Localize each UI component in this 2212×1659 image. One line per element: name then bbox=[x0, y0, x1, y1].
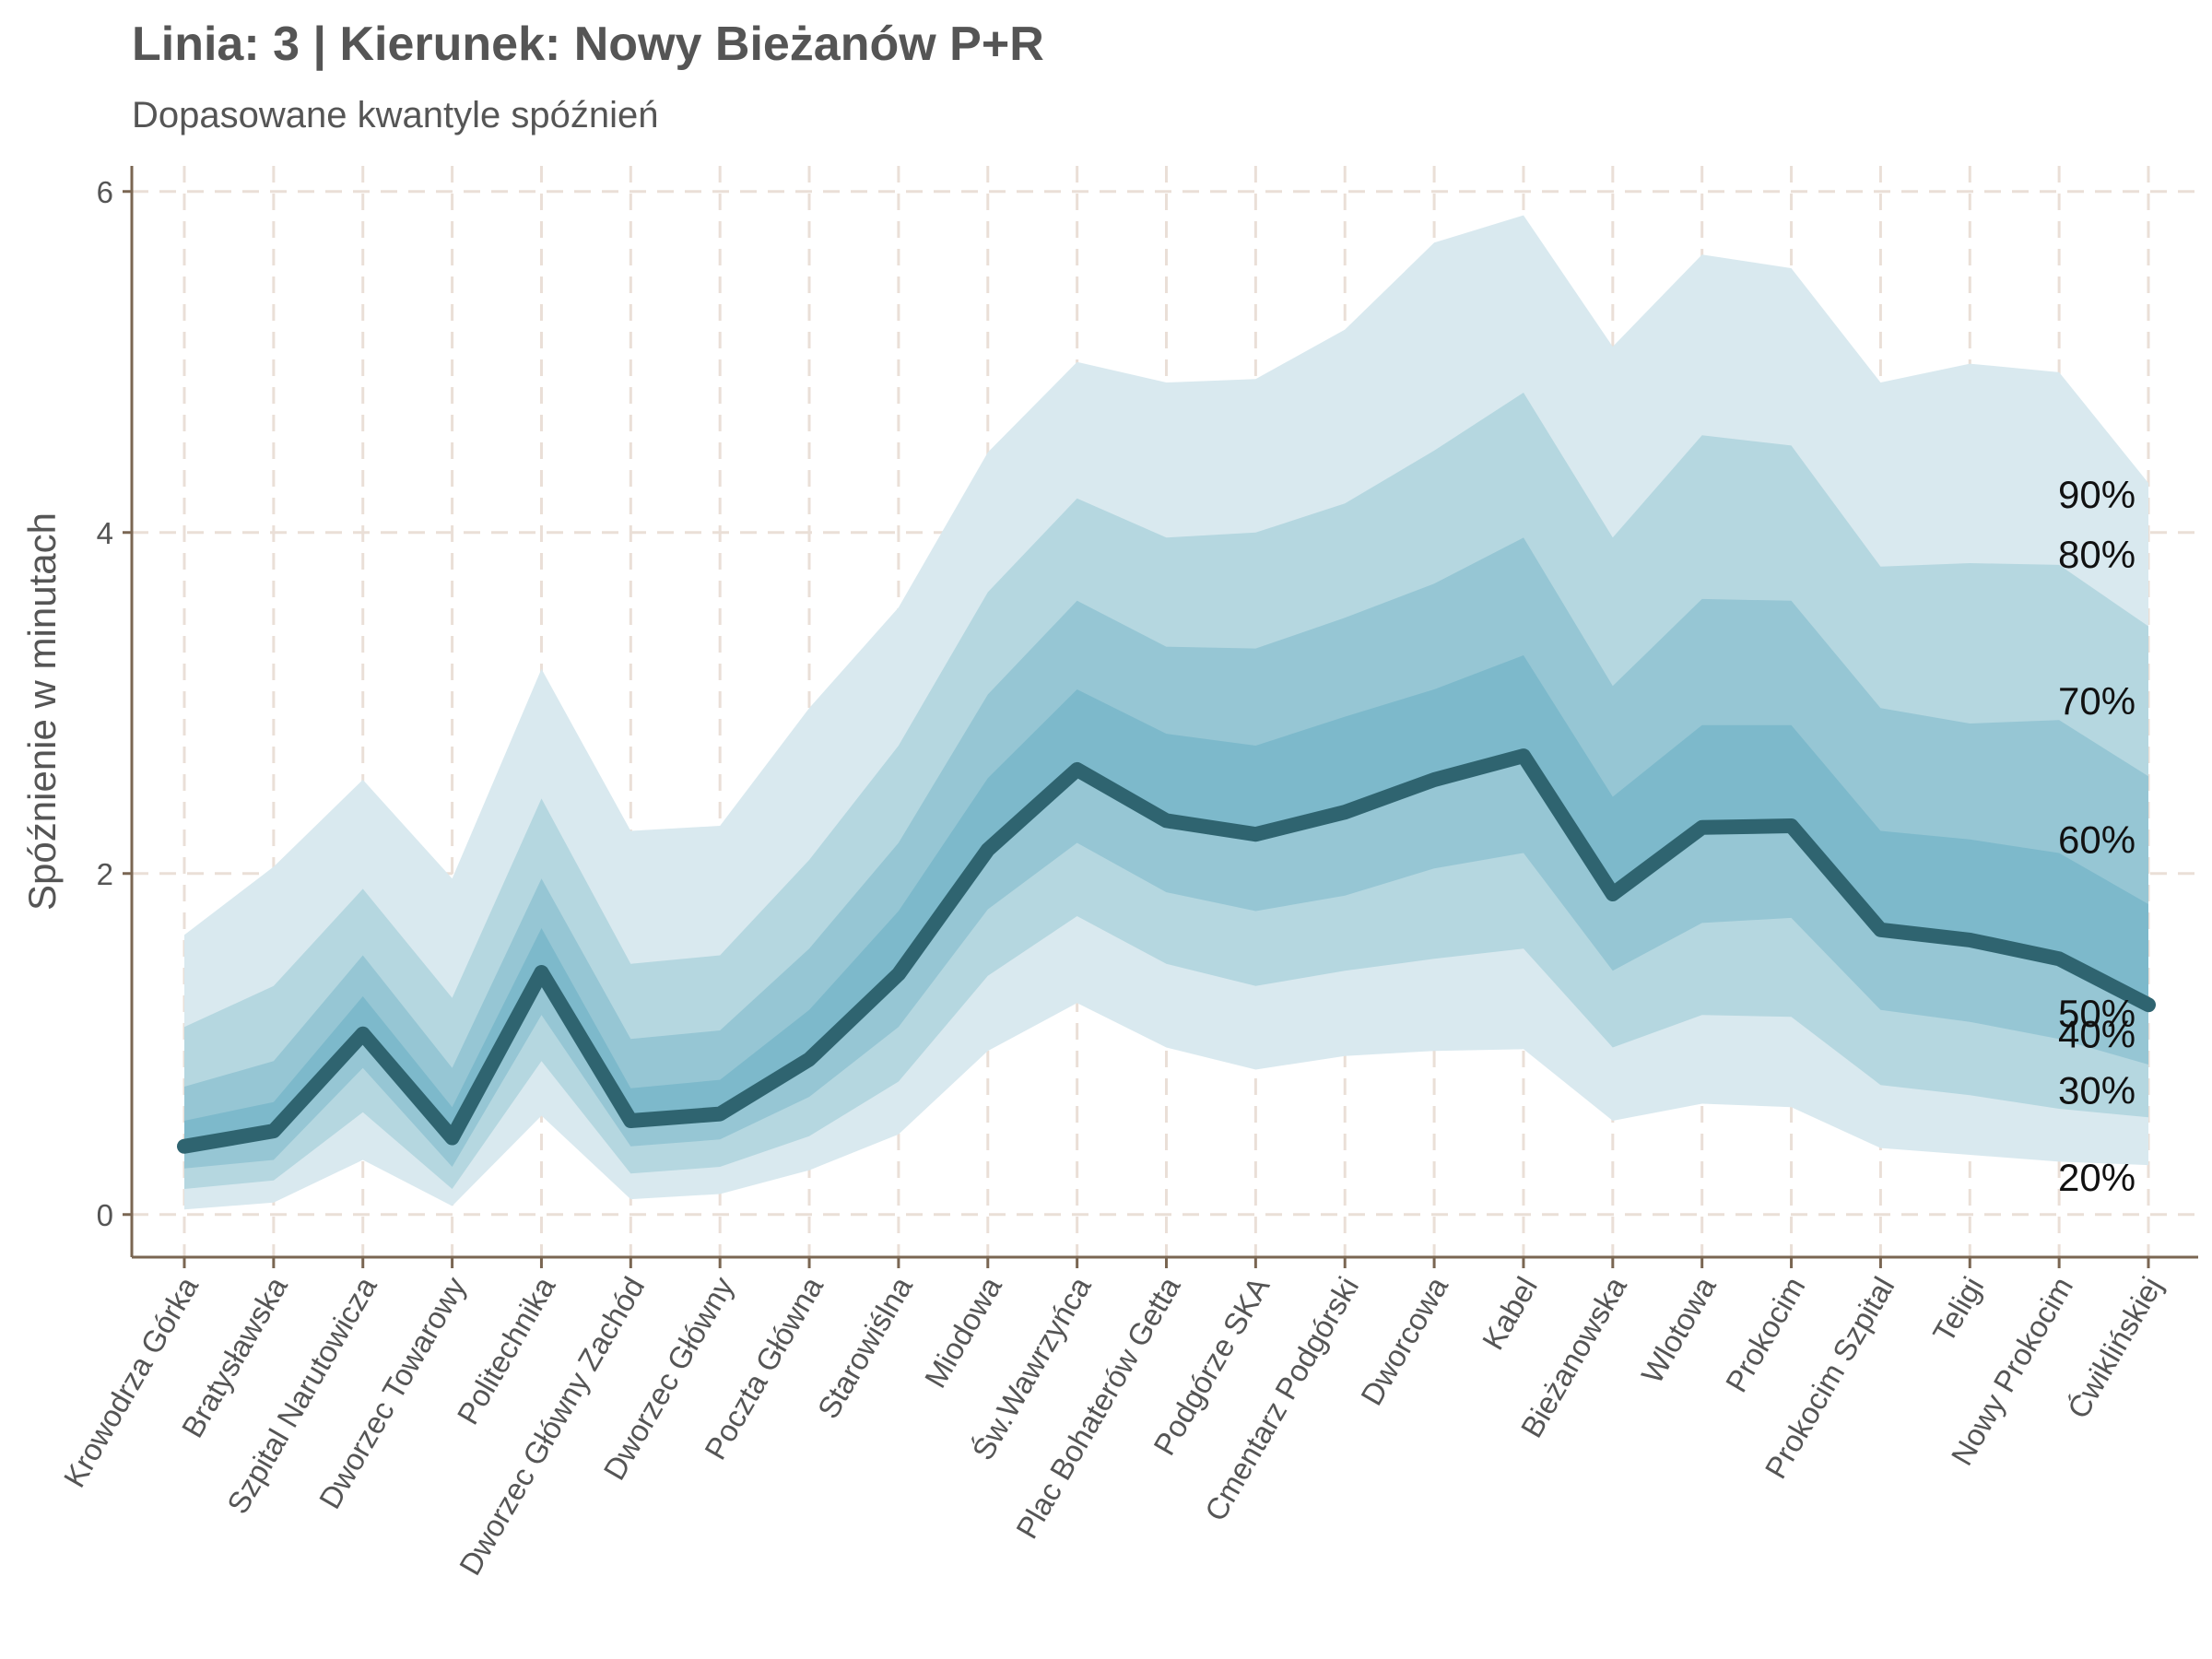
band-label-30: 30% bbox=[2058, 1069, 2136, 1112]
x-tick-label: Starowiślna bbox=[811, 1270, 920, 1424]
x-tick-label: Prokocim bbox=[1719, 1271, 1812, 1398]
quantile-bands bbox=[184, 215, 2148, 1210]
band-label-90: 90% bbox=[2058, 473, 2136, 516]
band-50-60 bbox=[184, 655, 2148, 1147]
band-40-70 bbox=[184, 537, 2148, 1169]
x-tick-label: Dworcowa bbox=[1354, 1270, 1454, 1410]
band-label-40: 40% bbox=[2058, 1013, 2136, 1056]
y-tick-label: 0 bbox=[97, 1198, 113, 1232]
band-label-80: 80% bbox=[2058, 533, 2136, 576]
x-tick-label: Ćwiklińskiej bbox=[2061, 1271, 2169, 1424]
band-label-70: 70% bbox=[2058, 679, 2136, 723]
y-tick-label: 2 bbox=[97, 857, 113, 891]
y-axis-title: Spóźnienie w minutach bbox=[20, 512, 64, 911]
x-tick-label: Cmentarz Podgórski bbox=[1198, 1271, 1366, 1526]
grid-lines bbox=[132, 166, 2198, 1257]
median-line-group bbox=[177, 748, 2156, 1154]
band-label-20: 20% bbox=[2058, 1156, 2136, 1199]
y-tick-label: 4 bbox=[97, 516, 113, 550]
x-tick-label: Krowodrza Górka bbox=[57, 1270, 206, 1492]
x-tick-label: Miodowa bbox=[918, 1270, 1008, 1393]
axes bbox=[123, 166, 2198, 1268]
median-line bbox=[177, 748, 2156, 1154]
x-tick-label: Wlotowa bbox=[1634, 1270, 1723, 1389]
chart-title: Linia: 3 | Kierunek: Nowy Bieżanów P+R bbox=[132, 18, 1044, 71]
x-tick-label: Teligi bbox=[1926, 1271, 1991, 1348]
band-label-60: 60% bbox=[2058, 818, 2136, 862]
y-tick-label: 6 bbox=[97, 175, 113, 209]
band-label-50: 50% bbox=[2058, 992, 2136, 1035]
x-tick-label: Plac Bohaterów Getta bbox=[1009, 1270, 1187, 1544]
x-tick-label: Kabel bbox=[1476, 1271, 1544, 1356]
chart-subtitle: Dopasowane kwantyle spóźnień bbox=[132, 95, 659, 135]
